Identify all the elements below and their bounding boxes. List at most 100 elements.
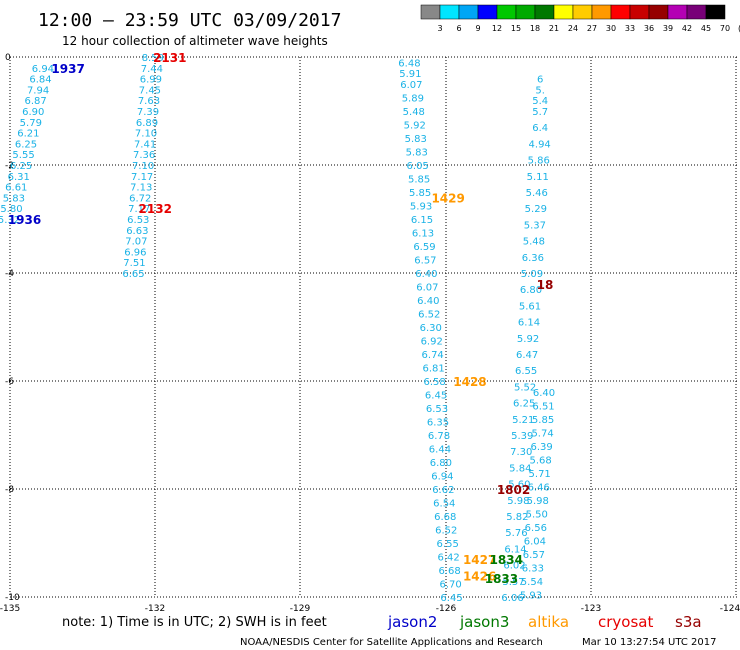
time-label: 1428 <box>453 375 486 389</box>
swh-value: 6.61 <box>5 183 27 194</box>
swh-value: 5. <box>535 85 545 96</box>
y-tick-label: -8 <box>5 485 14 495</box>
time-label: 1429 <box>431 191 464 205</box>
swh-value: 6.53 <box>127 215 149 226</box>
swh-value: 6.14 <box>504 544 526 555</box>
swh-value: 6.44 <box>429 445 451 456</box>
x-tick-label: -124 <box>720 604 740 614</box>
y-tick-label: -10 <box>5 593 20 603</box>
x-axis-ticks: -135 -132 -129 -126 -123 -124 <box>0 604 740 614</box>
swh-value: 5.57 <box>502 577 524 588</box>
swh-value: 6.46 <box>528 482 550 493</box>
swh-value: 6.54 <box>433 499 455 510</box>
time-label: 1426 <box>463 569 496 583</box>
swh-value: 5.11 <box>527 172 549 183</box>
swh-value: 5.50 <box>526 509 548 520</box>
swh-value: 6.55 <box>437 539 459 550</box>
swh-value: 6.33 <box>522 563 544 574</box>
swh-value: 5.98 <box>527 496 549 507</box>
swh-value: 5.39 <box>511 431 533 442</box>
satellite-legend-cryosat: cryosat <box>598 613 653 631</box>
colorbar-label: 12 <box>492 24 502 33</box>
swh-value: 5.61 <box>519 301 541 312</box>
grid-lines <box>9 56 738 598</box>
swh-value: 6.48 <box>398 58 420 69</box>
swh-value: 6.94 <box>32 64 54 75</box>
swh-value: 6.04 <box>524 536 546 547</box>
swh-value: 6.36 <box>522 253 544 264</box>
swh-value: 6.25 <box>10 161 32 172</box>
y-tick-label: -4 <box>5 269 14 279</box>
x-tick-label: -123 <box>581 604 601 614</box>
chart-subtitle: 12 hour collection of altimeter wave hei… <box>62 34 328 48</box>
colorbar-label: 24 <box>568 24 578 33</box>
swh-value: 6.52 <box>435 526 457 537</box>
satellite-tracks: 6.946.847.946.876.905.796.216.255.556.25… <box>0 53 555 604</box>
swh-value: 6.68 <box>438 566 460 577</box>
swh-value: 6.30 <box>420 323 442 334</box>
swh-value: 5.83 <box>405 134 427 145</box>
swh-value: 6.40 <box>533 388 555 399</box>
time-label: 18 <box>537 278 554 292</box>
swh-value: 5.48 <box>523 237 545 248</box>
swh-value: 5.48 <box>403 107 425 118</box>
swh-value: 6.55 <box>515 366 537 377</box>
swh-value: 6.68 <box>434 512 456 523</box>
colorbar-label: 42 <box>682 24 692 33</box>
swh-value: 6.57 <box>414 256 436 267</box>
swh-value: 6.14 <box>518 318 540 329</box>
swh-value: 7.10 <box>135 129 157 140</box>
swh-value: 5.09 <box>521 269 543 280</box>
swh-value: 7.94 <box>27 85 49 96</box>
swh-value: 5.85 <box>532 415 554 426</box>
colorbar-swatch <box>705 4 726 20</box>
swh-value: 6.47 <box>516 350 538 361</box>
satellite-legend-jason2: jason2 <box>387 613 437 631</box>
swh-value: 6.25 <box>15 139 37 150</box>
swh-value: 7.13 <box>130 183 152 194</box>
time-label: 1936 <box>8 213 41 227</box>
swh-value: 5.92 <box>404 121 426 132</box>
colorbar-label: 15 <box>511 24 521 33</box>
swh-value: 6.40 <box>417 296 439 307</box>
swh-value: 6.58 <box>423 377 445 388</box>
colorbar-swatch <box>667 4 688 20</box>
swh-value: 5.93 <box>520 590 542 601</box>
swh-value: 6.63 <box>126 226 148 237</box>
swh-value: 6.80 <box>430 458 452 469</box>
colorbar-label: 18 <box>530 24 540 33</box>
x-tick-label: -135 <box>0 604 20 614</box>
swh-value: 7.17 <box>128 204 150 215</box>
swh-value: 6.74 <box>422 350 444 361</box>
colorbar-swatch <box>439 4 460 20</box>
swh-value: 5.68 <box>530 455 552 466</box>
swh-value: 5.91 <box>399 69 421 80</box>
chart-title: 12:00 — 23:59 UTC 03/09/2017 <box>38 10 341 31</box>
colorbar-label: 3 <box>437 24 442 33</box>
swh-value: 6.25 <box>513 399 535 410</box>
colorbar-swatch <box>534 4 555 20</box>
satellite-legend-s3a: s3a <box>675 613 702 631</box>
swh-value: 6.72 <box>129 193 151 204</box>
swh-value: 6.59 <box>413 242 435 253</box>
swh-value: 6.65 <box>122 269 144 280</box>
colorbar-swatch <box>553 4 574 20</box>
swh-value: 6.80 <box>520 285 542 296</box>
colorbar-swatch <box>591 4 612 20</box>
swh-value: 8.59 <box>142 53 164 64</box>
swh-value: 6.42 <box>438 553 460 564</box>
time-label: 1427 <box>463 553 496 567</box>
swh-value: 5.7 <box>532 107 548 118</box>
swh-value: 5.86 <box>528 156 550 167</box>
swh-value: 6.07 <box>400 80 422 91</box>
colorbar-swatch <box>686 4 707 20</box>
swh-value: 5.83 <box>406 148 428 159</box>
colorbar-label: 36 <box>644 24 654 33</box>
colorbar-swatch <box>496 4 517 20</box>
swh-value: 6 <box>537 75 543 86</box>
swh-value: 7.39 <box>137 107 159 118</box>
generated-timestamp: Mar 10 13:27:54 UTC 2017 <box>582 637 717 648</box>
swh-value: 5.4 <box>532 96 548 107</box>
swh-value: 5.54 <box>521 577 543 588</box>
colorbar-label: 9 <box>475 24 480 33</box>
